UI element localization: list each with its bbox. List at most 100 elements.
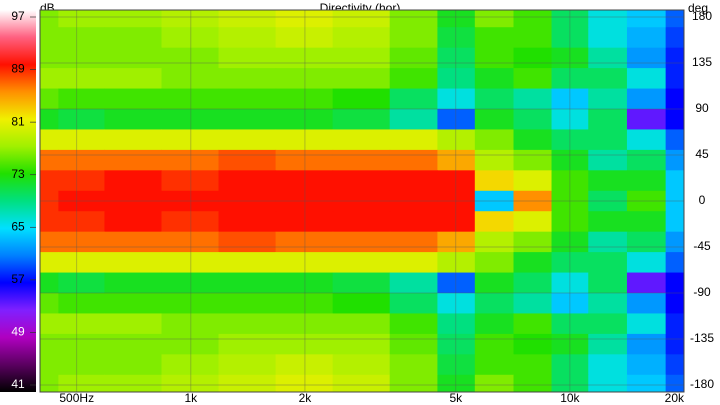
y-tick-label: -180: [690, 377, 714, 391]
heatmap-cell: [474, 272, 514, 294]
heatmap-cell: [161, 149, 220, 171]
heatmap-cell: [332, 272, 391, 294]
heatmap-cell: [218, 10, 277, 28]
heatmap-cell: [513, 109, 553, 130]
heatmap-cell: [437, 333, 476, 355]
heatmap-cell: [104, 272, 162, 294]
y-tick-label: 0: [699, 193, 706, 207]
heatmap-cell: [58, 374, 105, 393]
heatmap-cell: [513, 129, 553, 151]
colorbar-tick-label: 73: [11, 167, 25, 181]
heatmap-cell: [218, 354, 277, 376]
heatmap-cell: [40, 129, 59, 151]
heatmap-cell: [332, 27, 391, 49]
heatmap-cell: [104, 211, 162, 233]
colorbar-tick-label: 49: [11, 325, 25, 339]
heatmap-cell: [104, 170, 162, 192]
heatmap-cell: [332, 170, 391, 192]
heatmap-cell: [474, 10, 514, 28]
heatmap-cell: [104, 68, 162, 90]
heatmap-cell: [332, 231, 391, 253]
heatmap-cell: [58, 333, 105, 355]
heatmap-cell: [40, 211, 59, 233]
heatmap-cell: [513, 27, 553, 49]
heatmap-cell: [588, 47, 628, 69]
heatmap-cell: [332, 293, 391, 314]
heatmap-cell: [588, 27, 628, 49]
heatmap-cell: [104, 27, 162, 49]
heatmap-cell: [437, 68, 476, 90]
heatmap-cell: [161, 129, 220, 151]
heatmap-cell: [626, 129, 667, 151]
heatmap-cell: [58, 272, 105, 294]
heatmap-cell: [104, 354, 162, 376]
heatmap-cell: [389, 129, 438, 151]
heatmap-cell: [161, 68, 220, 90]
heatmap-cell: [437, 129, 476, 151]
heatmap-cell: [437, 109, 476, 130]
heatmap-cell: [40, 272, 59, 294]
heatmap-cell: [665, 68, 685, 90]
heatmap-cell: [40, 149, 59, 171]
heatmap-cell: [437, 231, 476, 253]
heatmap-cell: [332, 129, 391, 151]
heatmap-cell: [513, 252, 553, 274]
heatmap-cell: [665, 109, 685, 130]
heatmap-cell: [275, 68, 334, 90]
heatmap-cell: [389, 333, 438, 355]
colorbar-tick-label: 65: [11, 219, 25, 233]
heatmap-cell: [389, 252, 438, 274]
x-tick-label: 5k: [449, 391, 463, 405]
heatmap-cell: [626, 293, 667, 314]
heatmap-cell: [437, 293, 476, 314]
heatmap-cell: [626, 10, 667, 28]
heatmap-cell: [275, 88, 334, 110]
heatmap-cell: [389, 88, 438, 110]
heatmap-cell: [626, 88, 667, 110]
heatmap-cell: [665, 354, 685, 376]
heatmap-cell: [513, 47, 553, 69]
heatmap-cell: [275, 170, 334, 192]
colorbar: [0, 10, 36, 392]
heatmap-cell: [40, 68, 59, 90]
heatmap-cell: [513, 88, 553, 110]
heatmap-cell: [40, 374, 59, 393]
heatmap-cell: [588, 354, 628, 376]
heatmap-cell: [474, 313, 514, 335]
heatmap-cell: [40, 252, 59, 274]
heatmap-cell: [40, 47, 59, 69]
heatmap-cell: [40, 10, 59, 28]
heatmap-cell: [332, 333, 391, 355]
heatmap-cell: [389, 293, 438, 314]
heatmap-cell: [626, 109, 667, 130]
y-unit: deg: [688, 1, 708, 15]
heatmap-cell: [588, 109, 628, 130]
heatmap-cell: [40, 293, 59, 314]
heatmap-cell: [332, 68, 391, 90]
heatmap-cell: [389, 272, 438, 294]
heatmap-cell: [665, 129, 685, 151]
heatmap-cell: [474, 47, 514, 69]
heatmap-cell: [626, 211, 667, 233]
heatmap-cell: [332, 10, 391, 28]
heatmap-cell: [513, 149, 553, 171]
heatmap-cell: [332, 109, 391, 130]
plot-frame: [39, 9, 685, 393]
heatmap-cell: [626, 354, 667, 376]
heatmap-cell: [513, 272, 553, 294]
heatmap-cell: [588, 231, 628, 253]
heatmap-cell: [389, 170, 438, 192]
heatmap-cell: [40, 109, 59, 130]
y-tick-label: 180: [692, 9, 712, 23]
heatmap-cell: [161, 170, 220, 192]
heatmap-cell: [218, 27, 277, 49]
heatmap-cell: [665, 88, 685, 110]
heatmap-cell: [588, 333, 628, 355]
heatmap-cell: [474, 211, 514, 233]
heatmap-cell: [58, 211, 105, 233]
heatmap-cell: [104, 47, 162, 69]
heatmap-cell: [626, 149, 667, 171]
heatmap-cell: [588, 149, 628, 171]
heatmap-cell: [218, 170, 277, 192]
heatmap-cell: [389, 231, 438, 253]
